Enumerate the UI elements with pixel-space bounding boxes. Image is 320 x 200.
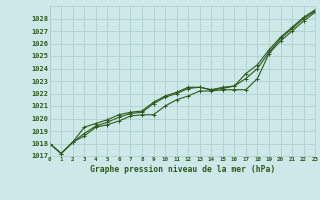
X-axis label: Graphe pression niveau de la mer (hPa): Graphe pression niveau de la mer (hPa) [90, 165, 275, 174]
